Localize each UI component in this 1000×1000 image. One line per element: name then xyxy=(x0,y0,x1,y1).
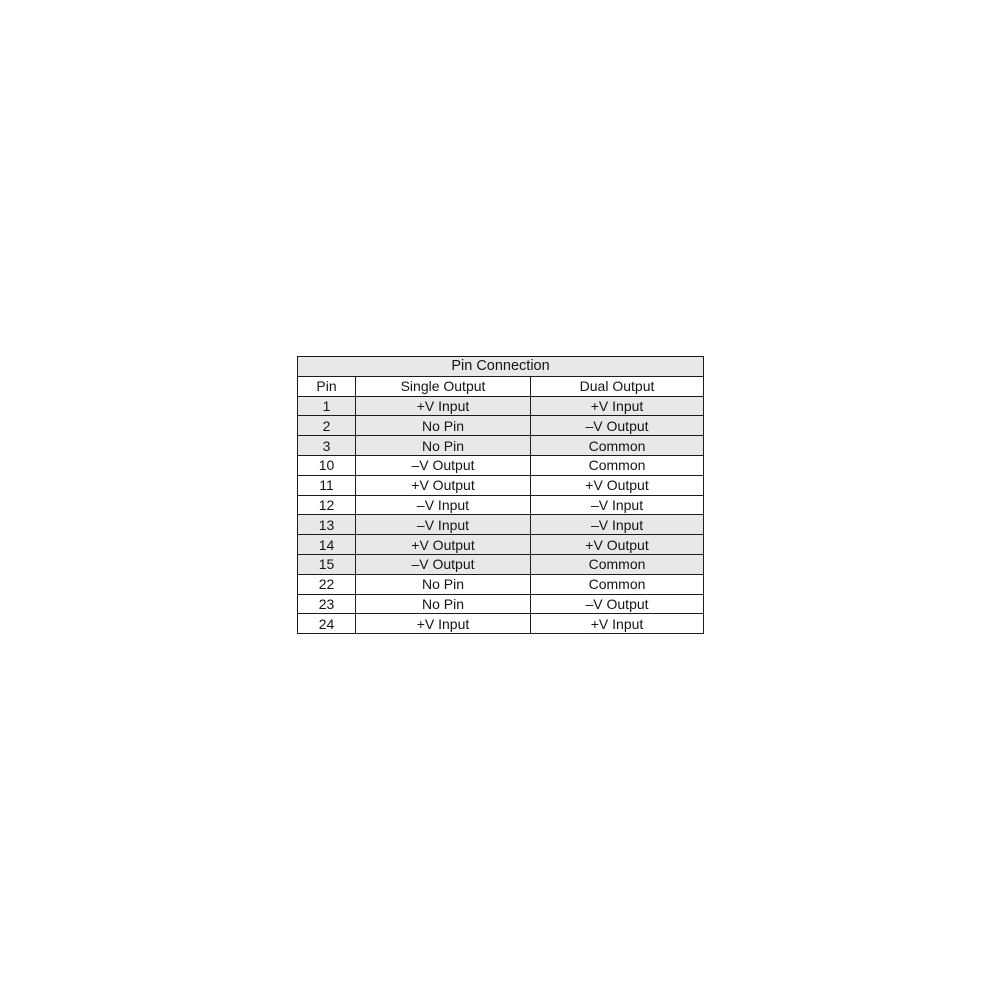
dual-output-cell: +V Output xyxy=(529,474,705,496)
pin-cell: 13 xyxy=(297,514,356,536)
single-output-cell: +V Input xyxy=(355,613,531,635)
single-output-cell: +V Output xyxy=(355,474,531,496)
table-row: 11 +V Output +V Output xyxy=(297,474,705,496)
pin-cell: 10 xyxy=(297,454,356,476)
table-row: 1 +V Input +V Input xyxy=(297,395,705,417)
single-output-cell: +V Output xyxy=(355,534,531,555)
dual-output-cell: –V Input xyxy=(529,514,705,536)
table-row: 23 No Pin –V Output xyxy=(297,593,705,615)
pin-cell: 14 xyxy=(297,534,356,555)
column-header-pin: Pin xyxy=(297,375,356,397)
table-row: 15 –V Output Common xyxy=(297,553,705,575)
table-row: 2 No Pin –V Output xyxy=(297,415,705,437)
pin-cell: 23 xyxy=(297,593,356,615)
table-body: 1 +V Input +V Input 2 No Pin –V Output 3… xyxy=(297,395,705,635)
dual-output-cell: –V Output xyxy=(529,415,705,437)
dual-output-cell: Common xyxy=(529,553,705,575)
table-row: 14 +V Output +V Output xyxy=(297,534,705,555)
dual-output-cell: –V Output xyxy=(529,593,705,615)
column-header-single-output: Single Output xyxy=(355,375,531,397)
column-header-dual-output: Dual Output xyxy=(529,375,705,397)
pin-cell: 11 xyxy=(297,474,356,496)
pin-cell: 2 xyxy=(297,415,356,437)
dual-output-cell: Common xyxy=(529,435,705,456)
dual-output-cell: +V Input xyxy=(529,613,705,635)
pin-cell: 24 xyxy=(297,613,356,635)
dual-output-cell: –V Input xyxy=(529,494,705,516)
dual-output-cell: Common xyxy=(529,454,705,476)
table-row: 3 No Pin Common xyxy=(297,435,705,456)
single-output-cell: –V Output xyxy=(355,553,531,575)
single-output-cell: No Pin xyxy=(355,593,531,615)
table-row: 24 +V Input +V Input xyxy=(297,613,705,635)
table-row: 12 –V Input –V Input xyxy=(297,494,705,516)
table-row: 10 –V Output Common xyxy=(297,454,705,476)
table-row: 13 –V Input –V Input xyxy=(297,514,705,536)
single-output-cell: No Pin xyxy=(355,573,531,595)
table-header-row: Pin Single Output Dual Output xyxy=(297,375,705,397)
single-output-cell: –V Output xyxy=(355,454,531,476)
table-row: 22 No Pin Common xyxy=(297,573,705,595)
pin-cell: 15 xyxy=(297,553,356,575)
table-title: Pin Connection xyxy=(296,356,705,377)
single-output-cell: No Pin xyxy=(355,415,531,437)
single-output-cell: –V Input xyxy=(355,514,531,536)
single-output-cell: No Pin xyxy=(355,435,531,456)
table-title-row: Pin Connection xyxy=(296,356,705,377)
dual-output-cell: Common xyxy=(529,573,705,595)
pin-cell: 22 xyxy=(297,573,356,595)
dual-output-cell: +V Input xyxy=(529,395,705,417)
pin-cell: 12 xyxy=(297,494,356,516)
pin-connection-table: Pin Connection Pin Single Output Dual Ou… xyxy=(296,356,705,635)
single-output-cell: –V Input xyxy=(355,494,531,516)
dual-output-cell: +V Output xyxy=(529,534,705,555)
single-output-cell: +V Input xyxy=(355,395,531,417)
pin-connection-table-container: Pin Connection Pin Single Output Dual Ou… xyxy=(296,356,705,635)
pin-cell: 1 xyxy=(297,395,356,417)
pin-cell: 3 xyxy=(297,435,356,456)
